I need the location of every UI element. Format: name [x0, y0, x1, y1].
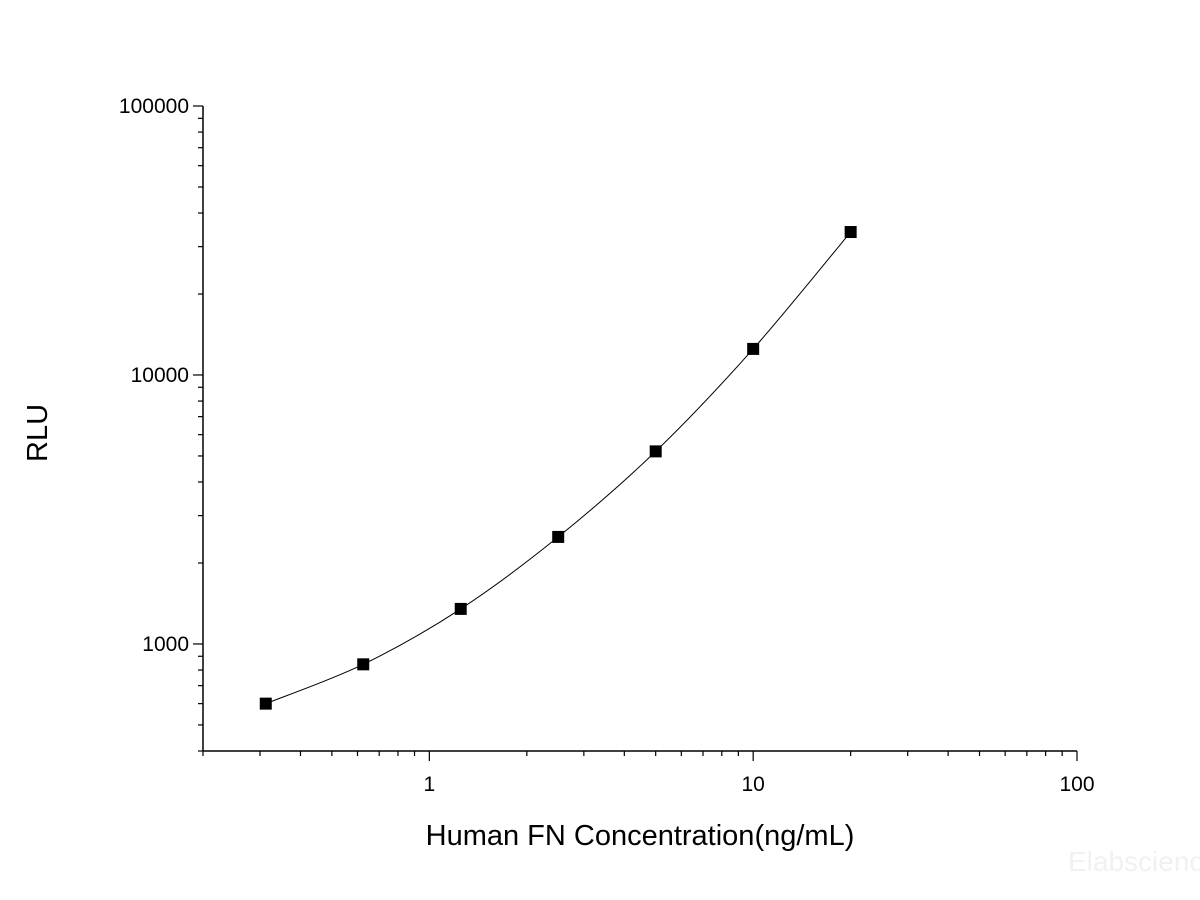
data-point	[649, 445, 662, 458]
data-point	[844, 226, 857, 239]
fit-curve	[265, 231, 852, 705]
x-tick-label: 100	[1059, 773, 1094, 796]
x-tick-label: 10	[741, 773, 764, 796]
data-point	[454, 602, 467, 615]
y-tick-label: 100000	[119, 95, 189, 118]
data-point	[552, 530, 565, 543]
x-tick-label: 1	[424, 773, 436, 796]
data-points	[259, 226, 857, 710]
data-point	[357, 658, 370, 671]
x-axis-title: Human FN Concentration(ng/mL)	[426, 820, 855, 852]
watermark: Elabscience	[1068, 846, 1200, 877]
y-tick-label: 1000	[142, 633, 189, 656]
y-tick-label: 10000	[131, 364, 189, 387]
data-point	[259, 697, 272, 710]
fit-curve-layer	[265, 231, 852, 705]
y-axis-title: RLU	[22, 404, 54, 462]
axes: 1000 10000 100000 1 10 100	[119, 95, 1095, 796]
data-point	[747, 342, 760, 355]
